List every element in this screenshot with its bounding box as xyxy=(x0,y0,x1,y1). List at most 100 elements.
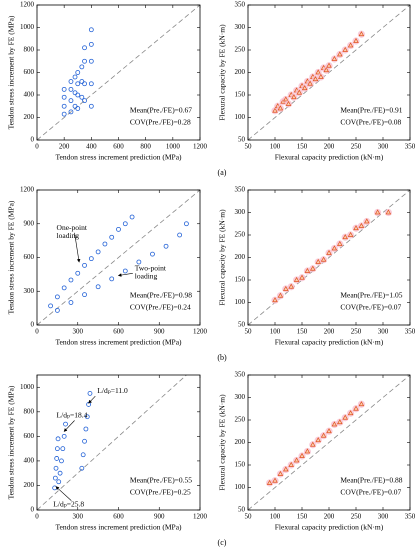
y-tick-label: 600 xyxy=(24,432,35,440)
annotation-arrow xyxy=(117,273,133,277)
point xyxy=(271,296,279,304)
point-shape xyxy=(301,85,308,91)
point-shape xyxy=(364,218,370,224)
point xyxy=(150,251,155,257)
y-axis-label: Tendon stress increment by FE (MPa) xyxy=(7,385,16,499)
point xyxy=(298,274,306,282)
annotation-line: Mean(Pre./FE)=0.67 xyxy=(130,105,192,114)
point xyxy=(287,461,295,469)
point xyxy=(336,50,344,59)
point xyxy=(303,267,311,275)
point-shape xyxy=(347,231,354,237)
x-tick-label: 400 xyxy=(86,143,97,151)
point xyxy=(82,292,87,298)
plot: 50 100 150 200 250 300 350 50 100 150 200 250 300 350… xyxy=(218,186,416,347)
y-tick-label: 200 xyxy=(235,68,246,76)
point xyxy=(325,427,333,435)
annotation: Mean(Pre./FE)=0.98 xyxy=(130,290,192,299)
point xyxy=(48,303,53,309)
point xyxy=(347,231,355,239)
x-tick-label: 300 xyxy=(378,513,389,521)
point xyxy=(266,479,274,487)
point xyxy=(54,446,60,452)
point-shape xyxy=(337,419,343,425)
point xyxy=(357,400,365,408)
x-tick-label: 350 xyxy=(405,328,416,336)
annotation-line: COV(Pre./FE)=0.25 xyxy=(130,487,191,496)
annotation: Mean(Pre./FE)=0.91 xyxy=(340,105,402,114)
point-shape xyxy=(315,258,321,264)
point xyxy=(79,79,85,84)
point xyxy=(136,259,142,265)
annotation: COV(Pre./FE)=0.07 xyxy=(340,487,401,496)
point-shape xyxy=(288,283,294,289)
x-tick-label: 300 xyxy=(378,143,389,151)
point-shape xyxy=(347,410,354,416)
plot: 0 300 600 900 1200 0 200 400 600 800 1000 Tendon st… xyxy=(7,374,208,532)
point-shape xyxy=(272,297,278,303)
point-shape xyxy=(288,461,294,467)
point-shape xyxy=(358,401,365,407)
point-shape xyxy=(304,267,311,273)
point xyxy=(88,41,94,47)
point-shape xyxy=(353,225,359,231)
point xyxy=(341,46,349,54)
point-shape xyxy=(283,96,289,102)
point xyxy=(293,276,301,284)
y-axis-label: Flexural capacity by FE (kN·m) xyxy=(218,24,227,121)
y-tick-label: 150 xyxy=(235,91,246,99)
annotation-line: COV(Pre./FE)=0.24 xyxy=(130,302,191,311)
point xyxy=(325,249,333,257)
y-tick-label: 100 xyxy=(235,483,246,491)
point xyxy=(163,243,169,249)
annotation: COV(Pre./FE)=0.08 xyxy=(340,117,401,126)
point xyxy=(336,240,344,248)
point-shape xyxy=(283,466,289,472)
point xyxy=(309,265,317,273)
x-tick-label: 100 xyxy=(270,328,281,336)
point xyxy=(352,37,360,45)
y-tick-label: 50 xyxy=(238,136,246,144)
point xyxy=(116,226,121,232)
point xyxy=(68,109,74,115)
point xyxy=(72,90,78,96)
point-shape xyxy=(358,222,365,228)
y-tick-label: 100 xyxy=(235,113,246,121)
y-axis-label: Flexural capacity by FE (kN·m) xyxy=(218,209,227,306)
y-tick-label: 1000 xyxy=(20,23,35,31)
point xyxy=(82,438,87,444)
x-tick-label: 200 xyxy=(324,328,335,336)
point xyxy=(79,94,85,100)
point-shape xyxy=(310,441,316,447)
point xyxy=(55,436,61,442)
point xyxy=(109,276,115,282)
point-shape xyxy=(285,100,292,106)
point xyxy=(295,89,303,97)
y-tick-label: 100 xyxy=(235,298,246,306)
y-tick-label: 600 xyxy=(24,68,35,76)
point xyxy=(306,80,314,88)
x-tick-label: 350 xyxy=(405,513,416,521)
annotation-arrow xyxy=(74,232,81,263)
point-shape xyxy=(266,479,273,485)
point xyxy=(88,81,94,87)
point xyxy=(79,64,85,70)
x-tick-label: 1200 xyxy=(193,328,208,336)
point-shape xyxy=(293,276,300,282)
point-shape xyxy=(326,62,332,68)
point xyxy=(72,103,78,109)
reference-line xyxy=(248,5,410,140)
x-tick-label: 1000 xyxy=(166,143,181,151)
plot: 50 100 150 200 250 300 350 50 100 150 200 250 300 350… xyxy=(218,371,416,532)
point xyxy=(75,81,81,87)
annotation: L/dₚ=25.8 xyxy=(53,499,84,508)
point-shape xyxy=(331,421,338,427)
point xyxy=(57,470,63,476)
y-tick-label: 200 xyxy=(24,481,35,489)
point-shape xyxy=(277,292,284,298)
point-shape xyxy=(337,51,343,57)
x-tick-label: 350 xyxy=(405,143,416,151)
y-tick-label: 200 xyxy=(24,113,35,121)
x-axis-label: Flexural capacity prediction (kN·m) xyxy=(275,523,384,532)
x-tick-label: 0 xyxy=(35,328,39,336)
